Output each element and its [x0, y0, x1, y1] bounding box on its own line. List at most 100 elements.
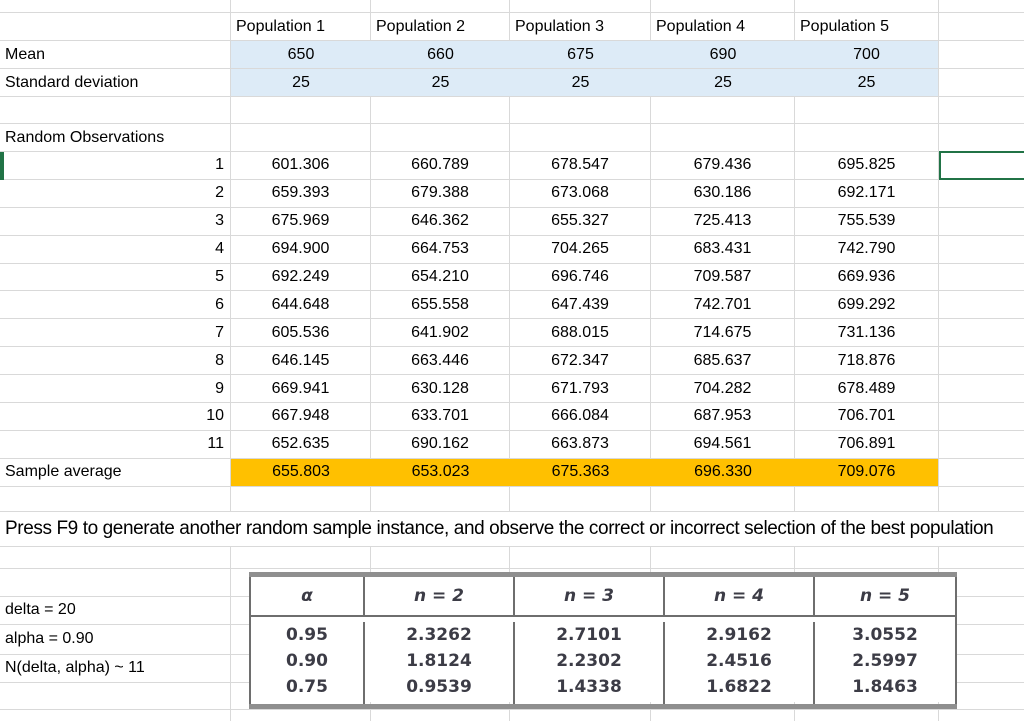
cell-obs-index[interactable]: 7: [0, 319, 231, 347]
cell-press-f9-note[interactable]: Press F9 to generate another random samp…: [5, 517, 994, 539]
cell-empty[interactable]: [939, 236, 1024, 263]
cell-empty[interactable]: [231, 124, 371, 151]
cell-delta-param[interactable]: delta = 20: [0, 596, 231, 624]
cell-empty[interactable]: [939, 431, 1024, 458]
cell-obs-value[interactable]: 669.941: [231, 375, 371, 403]
cell-std-value[interactable]: 25: [651, 69, 795, 96]
cell-obs-index[interactable]: 9: [0, 375, 231, 403]
cell-obs-value[interactable]: 706.891: [795, 430, 939, 458]
cell-obs-index[interactable]: 3: [0, 207, 231, 235]
cell-empty[interactable]: [939, 41, 1024, 68]
cell-alpha-param[interactable]: alpha = 0.90: [0, 624, 231, 654]
cell-empty[interactable]: [0, 13, 231, 40]
cell-mean-value[interactable]: 650: [231, 41, 371, 68]
cell-population-4-header[interactable]: Population 4: [651, 13, 795, 40]
cell-empty[interactable]: [939, 347, 1024, 374]
cell-empty[interactable]: [0, 97, 231, 123]
cell-empty[interactable]: [795, 486, 939, 511]
cell-obs-index[interactable]: 5: [0, 263, 231, 291]
cell-obs-value[interactable]: 704.282: [651, 375, 795, 403]
cell-obs-value[interactable]: 671.793: [510, 375, 651, 403]
cell-observations-label[interactable]: Random Observations: [0, 124, 231, 151]
cell-population-1-header[interactable]: Population 1: [231, 13, 371, 40]
cell-obs-value[interactable]: 659.393: [231, 179, 371, 207]
cell-population-3-header[interactable]: Population 3: [510, 13, 651, 40]
cell-obs-index[interactable]: 8: [0, 347, 231, 375]
cell-obs-value[interactable]: 706.701: [795, 403, 939, 430]
cell-empty[interactable]: [795, 709, 939, 721]
cell-obs-value[interactable]: 601.306: [231, 152, 371, 179]
cell-std-value[interactable]: 25: [510, 69, 651, 96]
cell-population-5-header[interactable]: Population 5: [795, 13, 939, 40]
cell-obs-value[interactable]: 742.701: [651, 291, 795, 319]
cell-mean-value[interactable]: 700: [795, 41, 939, 68]
cell-obs-value[interactable]: 687.953: [651, 403, 795, 430]
cell-obs-value[interactable]: 675.969: [231, 207, 371, 235]
cell-empty[interactable]: [795, 546, 939, 568]
cell-empty[interactable]: [0, 568, 231, 596]
cell-obs-value[interactable]: 742.790: [795, 235, 939, 263]
cell-empty[interactable]: [939, 124, 1024, 151]
cell-empty[interactable]: [939, 375, 1024, 402]
cell-empty[interactable]: [0, 546, 231, 568]
cell-mean-value[interactable]: 675: [510, 41, 651, 68]
cell-obs-value[interactable]: 655.558: [371, 291, 510, 319]
cell-empty[interactable]: [231, 0, 371, 12]
cell-obs-value[interactable]: 666.084: [510, 403, 651, 430]
cell-sample-average-label[interactable]: Sample average: [0, 458, 231, 486]
cell-empty[interactable]: [0, 0, 231, 12]
cell-mean-value[interactable]: 690: [651, 41, 795, 68]
cell-empty[interactable]: [939, 487, 1024, 511]
cell-empty[interactable]: [939, 180, 1024, 207]
cell-empty[interactable]: [939, 69, 1024, 96]
cell-empty[interactable]: [939, 710, 1024, 721]
cell-obs-index[interactable]: 1: [0, 152, 231, 179]
cell-obs-value[interactable]: 683.431: [651, 235, 795, 263]
cell-empty[interactable]: [371, 124, 510, 151]
cell-obs-value[interactable]: 679.436: [651, 152, 795, 179]
cell-obs-value[interactable]: 725.413: [651, 207, 795, 235]
cell-empty[interactable]: [0, 709, 231, 721]
cell-obs-value[interactable]: 663.446: [371, 347, 510, 375]
cell-empty[interactable]: [231, 709, 371, 721]
cell-empty[interactable]: [939, 13, 1024, 40]
cell-population-2-header[interactable]: Population 2: [371, 13, 510, 40]
cell-obs-value[interactable]: 655.327: [510, 207, 651, 235]
cell-empty[interactable]: [371, 546, 510, 568]
cell-obs-value[interactable]: 755.539: [795, 207, 939, 235]
cell-obs-value[interactable]: 690.162: [371, 430, 510, 458]
cell-empty[interactable]: [510, 546, 651, 568]
cell-empty[interactable]: [795, 97, 939, 123]
cell-obs-index[interactable]: 2: [0, 179, 231, 207]
cell-obs-value[interactable]: 673.068: [510, 179, 651, 207]
cell-obs-index[interactable]: 10: [0, 403, 231, 430]
cell-empty[interactable]: [795, 0, 939, 12]
cell-obs-value[interactable]: 685.637: [651, 347, 795, 375]
cell-empty[interactable]: [939, 291, 1024, 318]
cell-sample-average-value[interactable]: 696.330: [651, 458, 795, 486]
selected-cell-outline[interactable]: [939, 151, 1024, 180]
cell-obs-value[interactable]: 630.128: [371, 375, 510, 403]
cell-empty[interactable]: [371, 709, 510, 721]
cell-empty[interactable]: [651, 0, 795, 12]
cell-obs-value[interactable]: 646.362: [371, 207, 510, 235]
cell-obs-value[interactable]: 646.145: [231, 347, 371, 375]
cell-empty[interactable]: [231, 546, 371, 568]
cell-obs-value[interactable]: 678.489: [795, 375, 939, 403]
cell-empty[interactable]: [939, 547, 1024, 568]
cell-obs-value[interactable]: 644.648: [231, 291, 371, 319]
cell-obs-value[interactable]: 652.635: [231, 430, 371, 458]
cell-empty[interactable]: [510, 709, 651, 721]
cell-empty[interactable]: [651, 97, 795, 123]
cell-empty[interactable]: [231, 97, 371, 123]
cell-empty[interactable]: [510, 486, 651, 511]
cell-empty[interactable]: [939, 97, 1024, 123]
cell-empty[interactable]: [231, 486, 371, 511]
cell-empty[interactable]: [795, 124, 939, 151]
cell-sample-average-value[interactable]: 655.803: [231, 458, 371, 486]
cell-empty[interactable]: [651, 709, 795, 721]
cell-obs-index[interactable]: 11: [0, 430, 231, 458]
cell-std-label[interactable]: Standard deviation: [0, 69, 231, 96]
cell-empty[interactable]: [651, 124, 795, 151]
cell-obs-value[interactable]: 699.292: [795, 291, 939, 319]
